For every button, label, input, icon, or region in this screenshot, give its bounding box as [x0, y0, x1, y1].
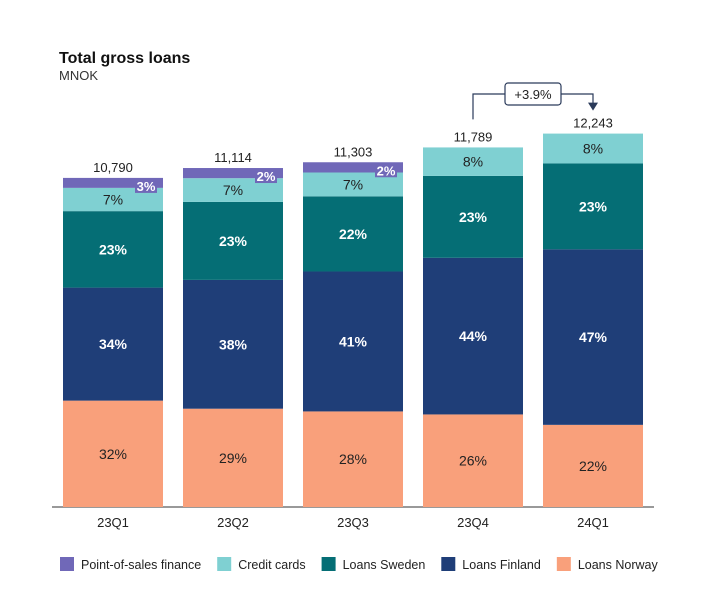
- data-label: 23%: [99, 241, 128, 257]
- data-label-background: [135, 178, 157, 193]
- x-tick-label: 23Q1: [97, 515, 129, 530]
- data-label: 2%: [377, 163, 396, 178]
- chart-subtitle: MNOK: [59, 68, 98, 83]
- data-label: 34%: [99, 336, 128, 352]
- growth-annotation-box: [504, 82, 562, 106]
- bar-segment: [543, 424, 643, 507]
- legend-label: Loans Sweden: [343, 558, 426, 572]
- bar-segment: [303, 196, 403, 272]
- bar-segment: [423, 257, 523, 415]
- legend-swatch: [556, 557, 571, 571]
- bar-segment: [63, 211, 163, 288]
- data-label: 28%: [339, 451, 367, 467]
- total-label: 11,789: [454, 129, 493, 144]
- data-label: 7%: [103, 192, 123, 208]
- bar-segment: [183, 279, 283, 409]
- data-label: 7%: [223, 182, 243, 198]
- total-label: 10,790: [93, 160, 133, 175]
- legend-swatch: [60, 557, 74, 571]
- data-label: 32%: [99, 446, 127, 462]
- data-label: 41%: [339, 333, 368, 349]
- legend-label: Loans Finland: [462, 558, 541, 572]
- x-tick-label: 23Q2: [217, 515, 249, 530]
- bar-segment: [303, 162, 403, 173]
- data-label: 8%: [463, 154, 483, 170]
- data-label: 3%: [137, 179, 156, 194]
- bar-segment: [423, 147, 523, 176]
- bar-segment: [63, 287, 163, 401]
- data-label: 26%: [459, 453, 487, 469]
- data-label: 23%: [579, 198, 608, 214]
- data-label: 7%: [343, 176, 363, 192]
- data-label: 22%: [339, 226, 368, 242]
- x-tick-label: 24Q1: [577, 515, 609, 530]
- data-label: 47%: [579, 329, 608, 345]
- legend-swatch: [217, 557, 232, 571]
- total-label: 11,114: [214, 150, 252, 165]
- bar-segment: [423, 414, 523, 507]
- data-label: 29%: [219, 450, 247, 466]
- x-tick-label: 23Q3: [337, 515, 369, 530]
- bar-segment: [63, 187, 163, 212]
- bar-segment: [183, 168, 283, 179]
- data-label-background: [375, 163, 397, 178]
- data-label: 38%: [219, 336, 248, 352]
- legend-label: Point-of-sales finance: [81, 558, 201, 572]
- bar-segment: [543, 163, 643, 250]
- bar-segment: [183, 201, 283, 280]
- data-label: 23%: [459, 209, 488, 225]
- bar-segment: [543, 133, 643, 164]
- bar-segment: [63, 400, 163, 507]
- data-label: 8%: [583, 141, 603, 157]
- data-label-background: [255, 169, 277, 184]
- bar-segment: [303, 411, 403, 507]
- growth-arrowhead: [588, 102, 598, 111]
- bar-segment: [63, 177, 163, 188]
- bar-segment: [423, 175, 523, 258]
- bar-segment: [303, 271, 403, 412]
- total-label: 12,243: [573, 116, 613, 131]
- data-label: 44%: [459, 328, 488, 344]
- legend-label: Loans Norway: [578, 558, 659, 572]
- data-label: 22%: [579, 458, 607, 474]
- bar-segment: [303, 172, 403, 197]
- total-label: 11,303: [334, 144, 373, 159]
- bar-segment: [183, 178, 283, 202]
- growth-annotation-label: +3.9%: [514, 87, 552, 102]
- bar-segment: [543, 249, 643, 425]
- data-label: 23%: [219, 233, 248, 249]
- legend-swatch: [441, 557, 456, 571]
- bar-segment: [183, 408, 283, 507]
- data-label: 2%: [257, 169, 276, 184]
- legend-swatch: [321, 557, 336, 571]
- x-tick-label: 23Q4: [457, 515, 489, 530]
- legend-label: Credit cards: [238, 558, 305, 572]
- chart-title: Total gross loans: [59, 50, 191, 67]
